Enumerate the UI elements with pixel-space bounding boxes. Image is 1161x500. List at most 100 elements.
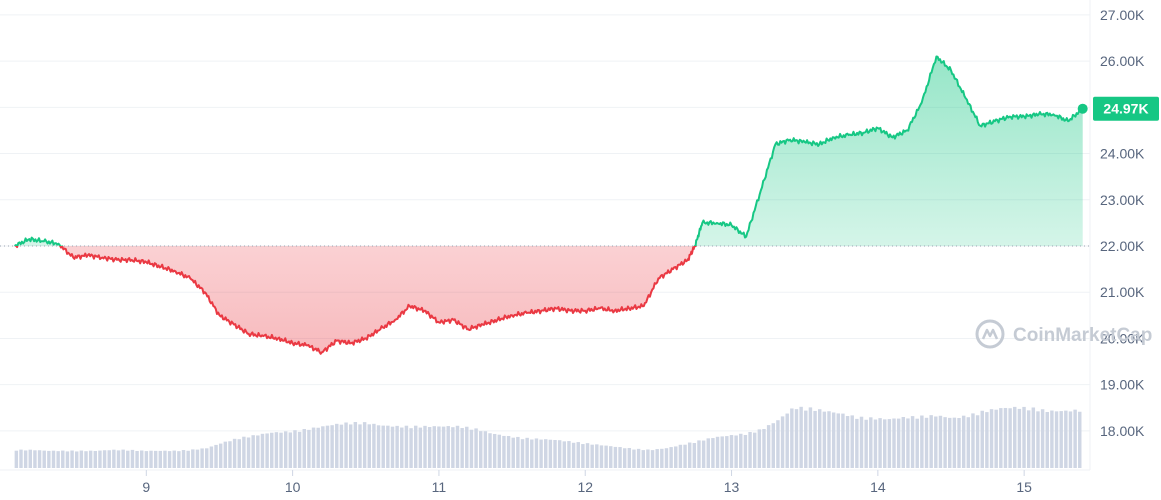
volume-bar [557, 440, 562, 468]
volume-bar [855, 418, 859, 468]
volume-bar [195, 449, 200, 468]
volume-bar [432, 426, 437, 468]
volume-bar [1026, 410, 1031, 468]
volume-bar [256, 435, 260, 468]
volume-bar [413, 425, 418, 468]
x-tick-label: 15 [1016, 479, 1032, 495]
volume-bar [149, 450, 153, 468]
volume-bar [618, 447, 622, 468]
y-tick-label: 23.00K [1100, 192, 1145, 208]
volume-bar [362, 422, 367, 468]
volume-bar [934, 416, 938, 468]
volume-bar [739, 433, 743, 468]
volume-bar [520, 439, 525, 468]
volume-bar [339, 424, 344, 468]
volume-bar [465, 426, 469, 468]
volume-bar [265, 433, 269, 468]
y-tick-label: 19.00K [1100, 377, 1145, 393]
volume-bar [400, 427, 404, 468]
volume-bar [790, 408, 794, 468]
volume-bar [822, 411, 827, 468]
current-price-badge-bg [1093, 96, 1159, 121]
volume-bar [975, 415, 980, 468]
volume-bar [88, 450, 93, 468]
volume-bar [1017, 408, 1022, 468]
y-tick-label: 20.00K [1100, 330, 1145, 346]
volume-bar [474, 428, 478, 468]
volume-bar [1078, 411, 1082, 468]
volume-bar [423, 425, 427, 468]
volume-bar [1036, 411, 1040, 468]
volume-bar [808, 407, 813, 468]
volume-bar [660, 448, 664, 468]
y-tick-label: 18.00K [1100, 423, 1145, 439]
volume-bar [985, 412, 989, 468]
volume-bar [571, 442, 576, 468]
watermark: CoinMarketCap [975, 319, 1152, 349]
volume-bar [358, 424, 362, 468]
volume-bar [595, 444, 599, 468]
volume-bar [28, 449, 33, 468]
volume-bar [121, 449, 125, 468]
volume-bar [924, 417, 929, 468]
volume-bar [539, 439, 543, 468]
volume-bar [961, 415, 966, 468]
volume-bar [200, 448, 204, 468]
volume-bar [1045, 412, 1049, 468]
current-price-dot [1077, 103, 1088, 114]
volume-bar [711, 438, 715, 468]
volume-bar [994, 409, 998, 468]
volume-bar [23, 450, 28, 468]
volume-bar [130, 449, 135, 468]
volume-bar [274, 432, 279, 468]
volume-bar [683, 444, 687, 468]
volume-bar [887, 419, 892, 468]
y-tick-label: 24.00K [1100, 146, 1145, 162]
volume-bar [966, 417, 971, 468]
volume-bar [506, 436, 511, 468]
area-fill-down [14, 245, 1083, 354]
volume-bar [1040, 409, 1045, 468]
volume-bar [172, 450, 176, 468]
volume-bar [1064, 410, 1068, 468]
volume-bar [785, 413, 789, 468]
volume-bar [297, 431, 302, 468]
volume-bar [1013, 406, 1017, 468]
volume-bar [214, 444, 218, 468]
volume-bar [1054, 411, 1059, 468]
volume-bar [952, 417, 957, 468]
volume-bar [720, 436, 724, 468]
volume-bar [943, 417, 947, 468]
volume-bar [311, 427, 316, 468]
volume-bar [701, 440, 706, 468]
volume-bar [864, 419, 868, 468]
volume-bar [386, 425, 390, 468]
volume-bar [757, 429, 762, 468]
volume-bar [609, 446, 613, 468]
volume-bar [957, 417, 961, 468]
volume-bar [79, 450, 84, 468]
volume-bar [836, 413, 841, 468]
volume-bar [669, 447, 673, 468]
volume-bar [451, 427, 455, 468]
volume-bar [873, 419, 878, 468]
volume-bar [752, 432, 757, 468]
volume-bar [1003, 407, 1008, 468]
volume-bar [948, 417, 952, 468]
volume-bar [989, 409, 994, 468]
volume-bar [469, 429, 474, 468]
volume-bar [655, 449, 659, 468]
volume-bar [246, 437, 251, 468]
volume-bar [581, 444, 585, 468]
volume-bar [548, 439, 553, 468]
volume-bar [74, 451, 79, 468]
volume-bar [33, 450, 37, 468]
x-tick-label: 12 [577, 479, 593, 495]
volume-bar [813, 410, 817, 468]
volume-bar [799, 406, 803, 468]
volume-bar [678, 444, 683, 468]
coinmarketcap-logo-icon [975, 319, 1005, 349]
volume-bar [293, 430, 297, 468]
volume-bar [102, 450, 107, 468]
volume-bar [37, 450, 42, 468]
